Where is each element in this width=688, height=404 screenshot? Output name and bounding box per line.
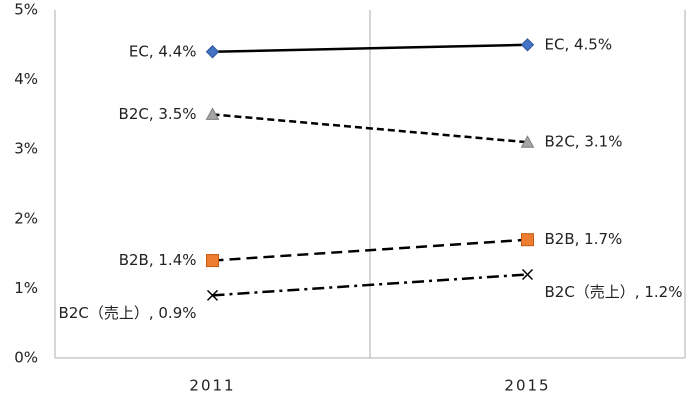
series-line	[212, 273, 528, 297]
data-label: B2C（売上）, 1.2%	[545, 283, 683, 301]
y-tick-label: 1%	[14, 279, 38, 297]
y-tick-label: 4%	[14, 70, 38, 88]
marker	[205, 45, 220, 59]
x-tick-label: 2011	[189, 377, 235, 395]
data-label: B2B, 1.4%	[119, 251, 197, 269]
data-label: EC, 4.4%	[129, 42, 197, 60]
data-label: EC, 4.5%	[545, 35, 613, 53]
series-line	[212, 238, 528, 262]
y-tick-label: 3%	[14, 140, 38, 158]
marker	[521, 233, 534, 247]
y-tick-label: 2%	[14, 209, 38, 227]
x-tick-label: 2015	[504, 377, 550, 395]
series-line	[212, 43, 528, 54]
marker	[206, 289, 219, 301]
marker	[520, 38, 535, 52]
marker	[205, 107, 220, 120]
y-tick-label: 5%	[14, 1, 38, 19]
data-label: B2C, 3.1%	[545, 133, 623, 151]
marker	[206, 254, 219, 268]
series-line	[212, 113, 528, 144]
y-tick-label: 0%	[14, 349, 38, 367]
data-label: B2C, 3.5%	[119, 105, 197, 123]
data-label: B2B, 1.7%	[545, 230, 623, 248]
marker	[521, 268, 534, 281]
data-label: B2C（売上）, 0.9%	[59, 304, 197, 322]
marker	[520, 135, 535, 148]
